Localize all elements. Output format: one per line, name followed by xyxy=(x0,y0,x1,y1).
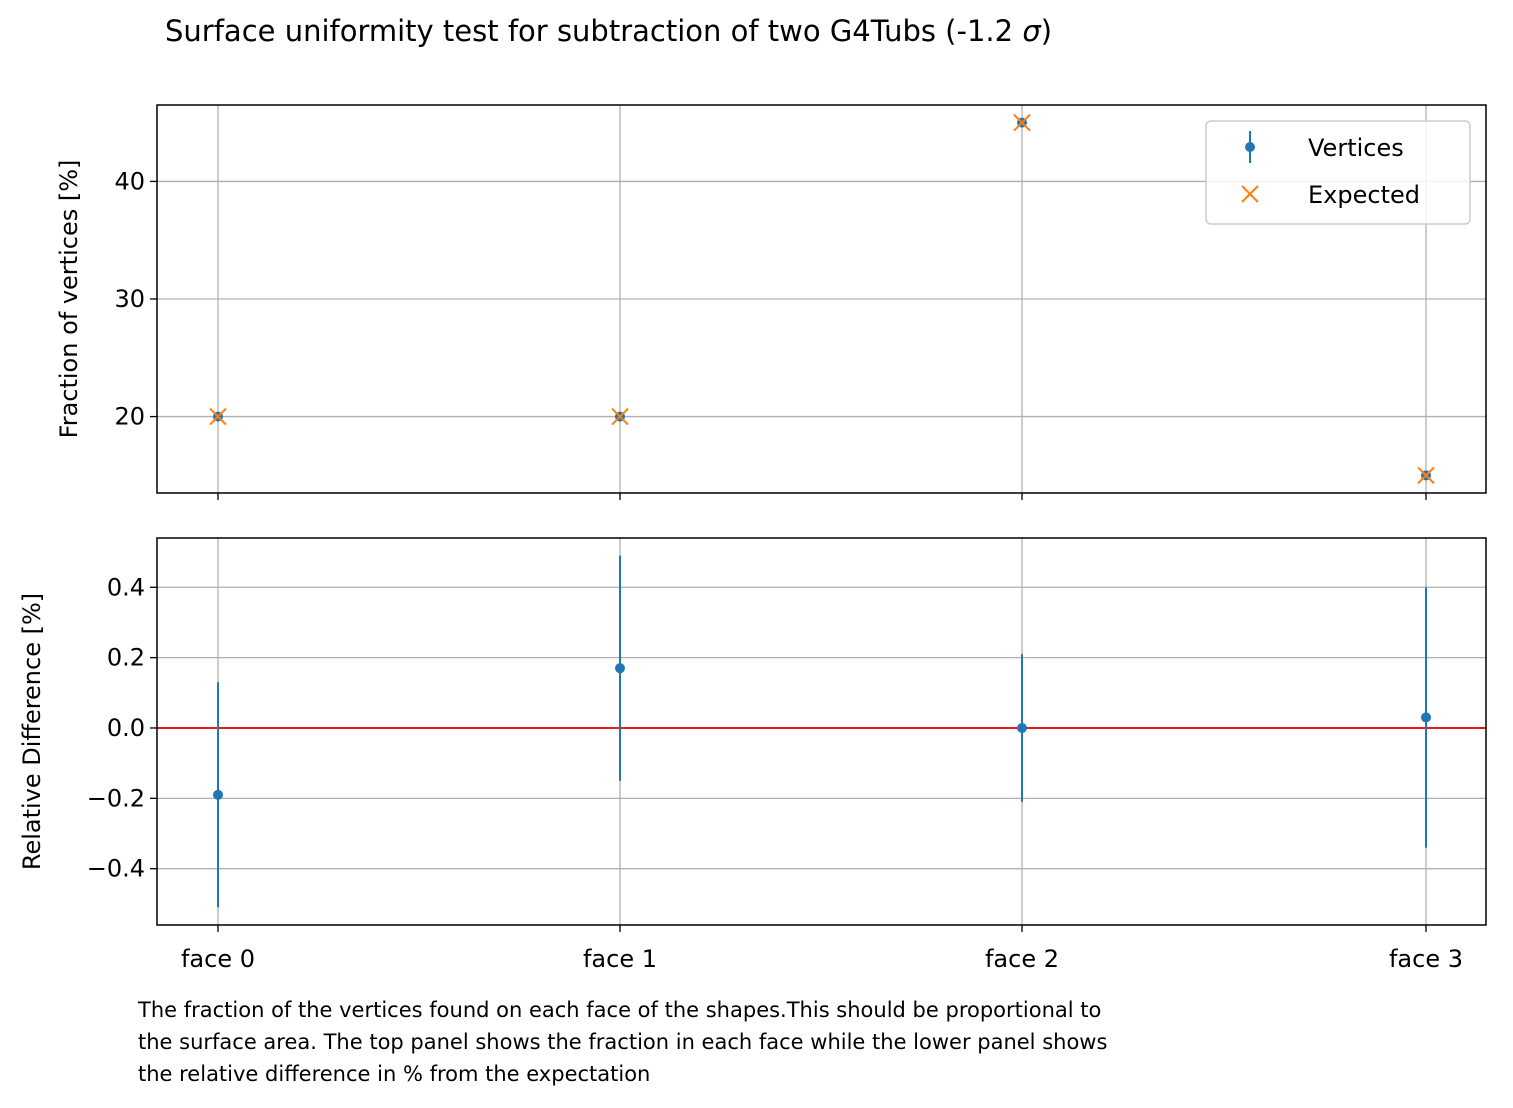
caption-line-3: the relative difference in % from the ex… xyxy=(138,1062,651,1086)
caption-line-1: The fraction of the vertices found on ea… xyxy=(138,998,1102,1022)
top-expected-marker-3 xyxy=(1417,466,1435,485)
bottom-ytick-label-0: −0.4 xyxy=(87,855,145,883)
chart-title-sigma: σ xyxy=(1022,14,1041,48)
figure-caption: The fraction of the vertices found on ea… xyxy=(138,994,1107,1090)
caption-line-2: the surface area. The top panel shows th… xyxy=(138,1030,1108,1054)
legend-vertices-marker xyxy=(1245,142,1255,152)
top-expected-marker-2 xyxy=(1013,113,1031,132)
top-axes-frame xyxy=(156,104,1487,494)
top-ylabel: Fraction of vertices [%] xyxy=(55,160,83,439)
bottom-ytick-label-3: 0.2 xyxy=(107,644,145,672)
bottom-vertices-point-0 xyxy=(213,789,223,800)
chart-title: Surface uniformity test for subtraction … xyxy=(165,14,1052,48)
legend-label-1: Expected xyxy=(1308,181,1420,209)
top-panel: 20 30 40 Fraction of vertices [%] Vertices Ex… xyxy=(55,104,1487,500)
bottom-ylabel: Relative Difference [%] xyxy=(18,593,46,870)
bottom-ytick-label-1: −0.2 xyxy=(87,784,145,812)
xtick-label-3: face 3 xyxy=(1389,945,1463,973)
top-expected-marker-1 xyxy=(611,407,629,426)
top-ytick-label-2: 40 xyxy=(114,167,145,195)
figure: 20 30 40 Fraction of vertices [%] Vertices Ex… xyxy=(18,104,1487,973)
bottom-vertices-point-3 xyxy=(1421,712,1431,723)
legend: Vertices Expected xyxy=(1205,120,1471,225)
bottom-ytick-label-2: 0.0 xyxy=(107,714,145,742)
legend-expected-marker xyxy=(1241,185,1259,203)
legend-frame xyxy=(1205,120,1471,225)
bottom-vertices-point-2 xyxy=(1017,722,1027,733)
bottom-ytick-label-4: 0.4 xyxy=(107,573,145,601)
xtick-label-0: face 0 xyxy=(181,945,255,973)
xtick-label-2: face 2 xyxy=(985,945,1059,973)
bottom-vertices-point-1 xyxy=(615,663,625,674)
legend-label-0: Vertices xyxy=(1308,134,1404,162)
top-ytick-label-0: 20 xyxy=(114,403,145,431)
bottom-axes-frame xyxy=(156,537,1487,926)
top-ytick-label-1: 30 xyxy=(114,285,145,313)
bottom-panel: −0.4 −0.2 0.0 0.2 0.4 Relative Difference [%]… xyxy=(18,537,1487,973)
top-expected-marker-0 xyxy=(209,407,227,426)
chart-title-prefix: Surface uniformity test for subtraction … xyxy=(165,14,1023,48)
xtick-label-1: face 1 xyxy=(583,945,657,973)
chart-title-suffix: ) xyxy=(1040,14,1053,48)
